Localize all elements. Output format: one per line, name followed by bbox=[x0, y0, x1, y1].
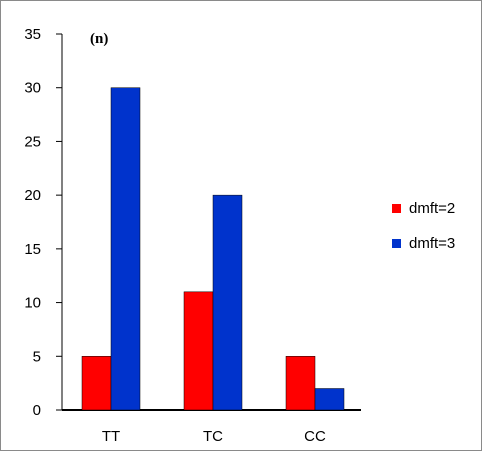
y-tick-label: 25 bbox=[24, 133, 41, 150]
bar-tt-dmft-3 bbox=[110, 87, 141, 411]
y-tick-label: 10 bbox=[24, 295, 41, 312]
bar-tc-dmft-3 bbox=[212, 194, 243, 411]
bar-tt-dmft-2 bbox=[81, 356, 112, 411]
y-tick-label: 15 bbox=[24, 241, 41, 258]
legend-swatch bbox=[392, 239, 401, 248]
legend-label: dmft=2 bbox=[409, 200, 455, 217]
y-tick-label: 5 bbox=[33, 348, 41, 365]
bars bbox=[81, 87, 345, 411]
x-tick-label: TC bbox=[203, 428, 223, 445]
bar-tc-dmft-2 bbox=[183, 291, 214, 411]
bar-cc-dmft-2 bbox=[285, 356, 316, 411]
tick-labels: 0 5 10 15 20 25 30 35 TT TC CC bbox=[24, 26, 326, 445]
legend: dmft=2 dmft=3 bbox=[392, 200, 455, 252]
y-tick-label: 20 bbox=[24, 187, 41, 204]
x-tick-label: CC bbox=[304, 428, 326, 445]
bar-cc-dmft-3 bbox=[314, 388, 345, 411]
legend-swatch bbox=[392, 204, 401, 213]
legend-label: dmft=3 bbox=[409, 235, 455, 252]
y-tick-label: 35 bbox=[24, 26, 41, 43]
x-tick-label: TT bbox=[102, 428, 120, 445]
y-tick-label: 0 bbox=[33, 402, 41, 419]
y-tick-label: 30 bbox=[24, 80, 41, 97]
panel-label: (n) bbox=[90, 31, 108, 47]
